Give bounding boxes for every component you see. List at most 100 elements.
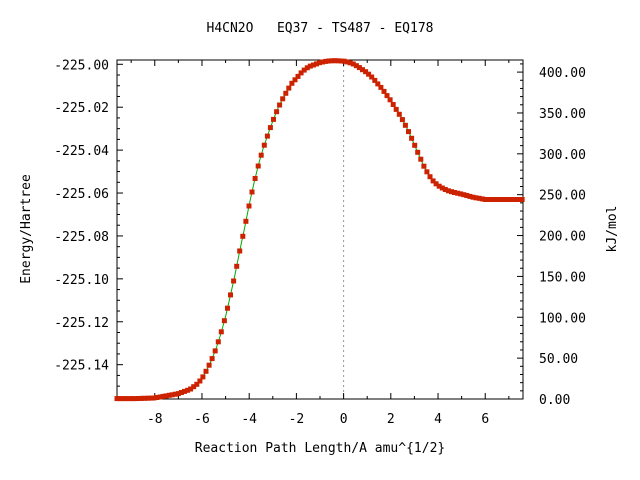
data-point [307,63,313,69]
data-point [464,193,470,198]
data-point [163,393,169,399]
data-point [452,190,457,195]
x-tick-label: -8 [147,412,163,427]
data-point [240,233,246,239]
y-tick-label: -225.12 [54,316,109,331]
data-point [516,197,522,202]
data-point [243,218,249,224]
data-point [142,395,148,401]
data-point [501,197,507,202]
y-tick-label: -225.00 [54,58,109,73]
data-point [393,106,399,112]
data-point [194,381,200,387]
x-tick-label: 6 [481,412,489,427]
data-point [375,81,381,87]
y2-tick-label: 50.00 [539,352,578,367]
data-point [132,396,138,402]
data-point [182,388,187,394]
data-point [445,188,451,194]
data-point [470,194,476,200]
data-point [145,395,151,401]
data-point [510,197,516,202]
data-point [191,384,197,390]
data-point [120,396,126,402]
x-tick-label: -4 [241,412,257,427]
data-point [274,109,280,115]
data-point [166,392,172,398]
data-point [304,65,310,71]
data-point [399,117,405,123]
data-point [458,191,464,197]
data-point [461,192,467,198]
plot-area: -8 -6 -4 -2 0 2 4 6 -225.00 -225.02 -225.04 -225.06… [54,58,586,427]
data-point [467,193,473,199]
data-point [360,67,365,73]
data-point [123,396,129,402]
data-point [255,163,261,169]
data-point [387,97,393,103]
y-tick-label: -225.10 [54,273,109,288]
data-point [519,197,525,202]
x-tick-label: -2 [289,412,305,427]
data-point [246,203,252,209]
data-point [369,74,375,80]
data-point [249,189,255,195]
data-point [412,142,418,148]
data-point [424,169,430,175]
data-point [157,394,163,400]
y2-tick-label: 100.00 [539,311,586,326]
data-point [197,378,203,384]
data-point [271,116,276,122]
data-point [455,190,461,196]
data-point [491,197,497,202]
data-point [169,392,175,398]
data-point [228,292,233,298]
data-point [215,339,221,345]
data-point [507,197,513,202]
data-point [317,60,322,66]
data-point [175,391,181,397]
data-point [301,67,307,73]
data-point [203,368,209,374]
data-point [482,197,488,202]
data-point [433,181,439,187]
data-point [378,84,384,90]
data-point [200,374,206,380]
data-point [495,197,500,202]
data-point [473,195,479,201]
data-point [488,197,494,202]
data-point [347,60,353,66]
data-point [363,69,369,75]
data-point [366,71,372,77]
data-point [277,102,283,108]
x-tick-label: -6 [194,412,210,427]
data-point [329,58,335,64]
data-point [353,63,359,69]
data-point [286,85,292,91]
y2-tick-label: 400.00 [539,66,586,81]
data-point [172,391,178,397]
data-point [280,96,286,102]
data-point [449,189,454,195]
data-point [381,88,387,94]
y2-tick-label: 150.00 [539,270,586,285]
data-point [341,58,347,64]
data-point [252,176,258,181]
data-point [117,396,123,402]
data-point [439,185,445,191]
y-tick-label: -225.08 [54,230,109,245]
data-point [151,395,157,401]
y-tick-label: -225.06 [54,187,109,202]
data-point [314,61,319,67]
data-point [372,77,378,83]
energy-curve-line [117,60,523,400]
data-point [498,197,504,202]
data-point [384,93,390,99]
y2-tick-label: 300.00 [539,148,586,163]
data-point [206,362,212,368]
data-point [295,73,301,79]
data-point [136,396,141,401]
y2-tick-label: 350.00 [539,107,586,122]
data-point [298,70,304,76]
data-point [188,386,194,392]
